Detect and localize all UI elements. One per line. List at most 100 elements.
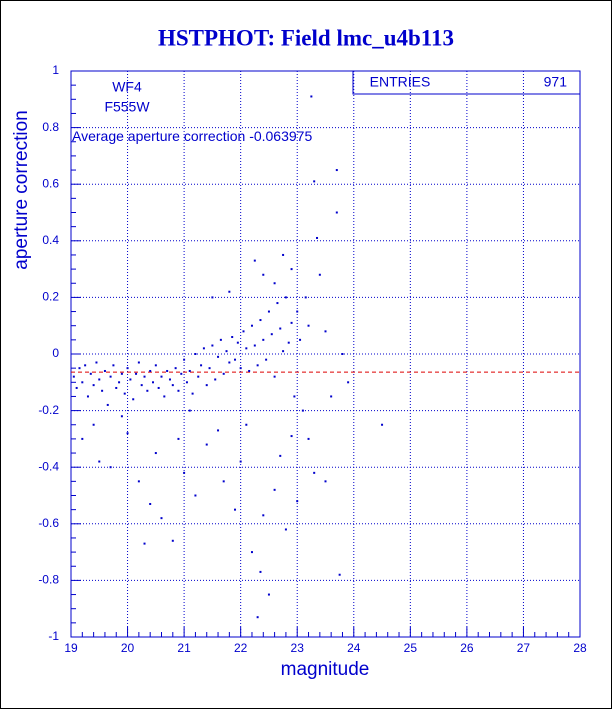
point	[180, 372, 183, 375]
point	[301, 409, 304, 412]
point	[126, 367, 129, 370]
point	[143, 375, 146, 378]
point	[126, 432, 129, 435]
point	[245, 423, 248, 426]
point	[310, 95, 313, 98]
point	[262, 338, 265, 341]
point	[335, 211, 338, 214]
point	[253, 344, 256, 347]
point	[86, 395, 89, 398]
point	[89, 372, 92, 375]
point	[160, 375, 163, 378]
point	[217, 429, 220, 432]
point	[299, 338, 302, 341]
point	[154, 452, 157, 455]
point	[259, 319, 262, 322]
point	[185, 381, 188, 384]
x-tick-label: 22	[234, 641, 248, 655]
average-label: Average aperture correction	[72, 128, 245, 144]
point	[174, 367, 177, 370]
point	[296, 500, 299, 503]
point	[335, 169, 338, 172]
point	[208, 367, 211, 370]
point	[347, 381, 350, 384]
point	[183, 471, 186, 474]
point	[282, 253, 285, 256]
average-note: Average aperture correction -0.063975	[72, 128, 312, 144]
point	[140, 384, 143, 387]
point	[211, 296, 214, 299]
point	[284, 528, 287, 531]
point	[188, 409, 191, 412]
point	[293, 395, 296, 398]
x-tick-label: 23	[291, 641, 305, 655]
y-tick-label: -0.4	[38, 459, 59, 473]
y-tick-label: 0.8	[42, 120, 59, 134]
point	[341, 353, 344, 355]
y-tick-label: -1	[48, 629, 59, 643]
point	[234, 358, 237, 361]
point	[118, 381, 121, 384]
point	[228, 290, 231, 293]
point	[103, 369, 106, 372]
point	[205, 443, 208, 446]
point	[84, 364, 87, 367]
y-tick-label: 0.4	[42, 233, 59, 247]
point	[284, 296, 287, 299]
point	[270, 333, 273, 336]
point	[265, 358, 268, 361]
average-value: -0.063975	[249, 128, 312, 144]
x-tick-label: 26	[460, 641, 474, 655]
point	[262, 514, 265, 517]
x-tick-label: 24	[347, 641, 361, 655]
point	[157, 386, 160, 389]
point	[92, 384, 95, 387]
y-tick-label: 0.2	[42, 290, 59, 304]
point	[129, 378, 132, 381]
point	[273, 282, 276, 285]
point	[95, 361, 98, 364]
y-tick-label: -0.6	[38, 516, 59, 530]
point	[143, 542, 146, 545]
point	[222, 480, 225, 483]
point	[194, 494, 197, 497]
point	[146, 389, 149, 392]
point	[256, 616, 259, 619]
point	[219, 338, 222, 341]
point	[253, 259, 256, 262]
point	[168, 378, 171, 381]
point	[273, 375, 276, 378]
point	[200, 364, 203, 367]
point	[137, 361, 140, 364]
point	[120, 372, 123, 375]
point	[307, 324, 310, 327]
point	[259, 570, 262, 573]
point	[338, 573, 341, 576]
point	[316, 236, 319, 239]
point	[137, 480, 140, 483]
point	[188, 369, 191, 372]
point	[109, 375, 112, 378]
point	[231, 336, 234, 339]
point	[205, 384, 208, 387]
point	[214, 378, 217, 381]
point	[171, 384, 174, 387]
point	[248, 369, 251, 372]
point	[166, 369, 169, 372]
point	[313, 180, 316, 183]
point	[267, 593, 270, 596]
point	[307, 437, 310, 440]
point	[78, 367, 81, 370]
point	[81, 381, 84, 384]
point	[262, 273, 265, 276]
point	[197, 375, 200, 378]
point	[112, 364, 115, 367]
point	[282, 350, 285, 353]
stats-value: 971	[544, 74, 568, 90]
point	[191, 392, 194, 395]
point	[256, 364, 259, 367]
point	[290, 268, 293, 271]
point	[330, 395, 333, 398]
point	[101, 389, 104, 392]
